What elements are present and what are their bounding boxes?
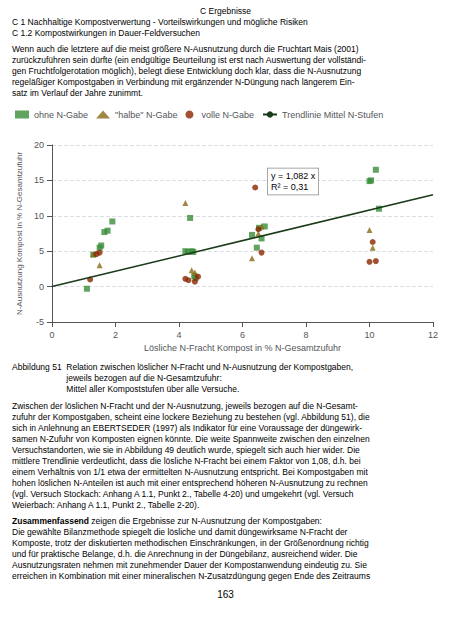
html-text:Zwischen der löslichen N-Frach: Zwischen der löslichen N-Fracht und der … <box>12 400 370 510</box>
svg-text:4: 4 <box>176 330 181 340</box>
svg-text:20: 20 <box>34 140 44 150</box>
svg-text:10: 10 <box>34 211 44 221</box>
svg-text:2: 2 <box>113 330 118 340</box>
svg-text:volle N-Gabe: volle N-Gabe <box>201 110 254 120</box>
html-text:C Ergebnisse: C Ergebnisse <box>200 6 251 16</box>
html-text:163: 163 <box>217 589 234 601</box>
svg-text:5: 5 <box>39 247 44 257</box>
svg-text:y = 1,082 x: y = 1,082 x <box>271 171 316 181</box>
svg-text:"halbe" N-Gabe: "halbe" N-Gabe <box>115 110 177 120</box>
svg-text:Lösliche N-Fracht Kompost in %: Lösliche N-Fracht Kompost in % N-Gesamtz… <box>144 344 341 354</box>
svg-text:10: 10 <box>364 330 374 340</box>
html-text:C 1.2 Kompostwirkungen in Daue: C 1.2 Kompostwirkungen in Dauer-Feldvers… <box>12 28 200 39</box>
svg-text:6: 6 <box>240 330 245 340</box>
svg-text:-5: -5 <box>36 317 44 327</box>
svg-text:N-Ausnutzung Kompost in % N-Ge: N-Ausnutzung Kompost in % N-Gesamtzufuhr <box>15 152 24 316</box>
svg-text:0: 0 <box>49 330 54 340</box>
html-text:Wenn auch die letztere auf die: Wenn auch die letztere auf die meist grö… <box>12 44 366 99</box>
svg-text:Trendlinie Mittel N-Stufen: Trendlinie Mittel N-Stufen <box>282 110 383 120</box>
html-text:Abbildung 51 Relation zwischen: Abbildung 51 Relation zwischen löslicher… <box>12 362 354 395</box>
html-text:Zusammenfassend zeigen die Erg: Zusammenfassend zeigen die Ergebnisse zu… <box>12 516 322 526</box>
html-text:C 1 Nachhaltige Kompostverwert: C 1 Nachhaltige Kompostverwertung - Vort… <box>12 17 308 27</box>
svg-text:15: 15 <box>34 176 44 186</box>
svg-text:0: 0 <box>39 282 44 292</box>
svg-text:12: 12 <box>428 330 438 340</box>
svg-text:R² = 0,31: R² = 0,31 <box>271 182 308 192</box>
svg-text:ohne N-Gabe: ohne N-Gabe <box>34 110 88 120</box>
html-text:Die gewählte Bilanzmethode spi: Die gewählte Bilanzmethode spiegelt die … <box>12 527 371 582</box>
svg-text:8: 8 <box>303 330 308 340</box>
